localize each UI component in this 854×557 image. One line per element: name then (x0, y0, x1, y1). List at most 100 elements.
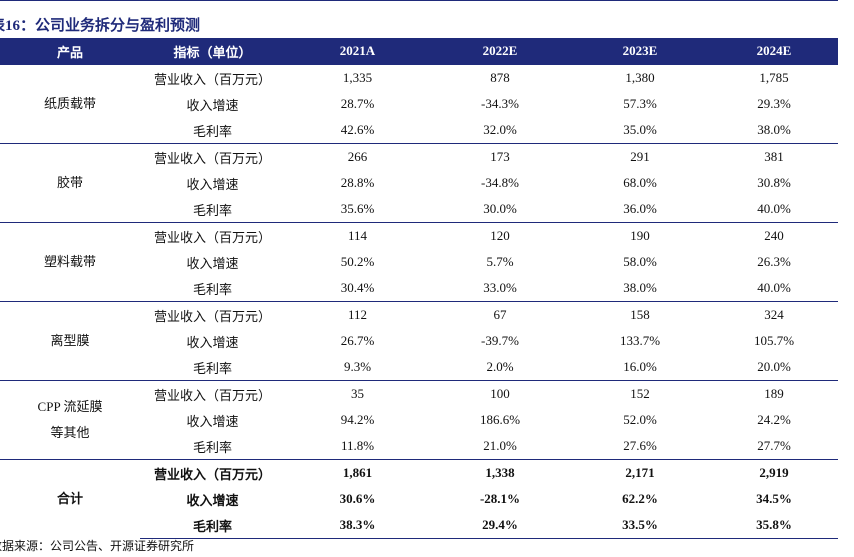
product-group: 离型膜 营业收入（百万元） 112 67 158 324 收入增速 26.7% -39.7% 13… (0, 301, 838, 381)
value-cell: 189 (710, 380, 838, 407)
value-cell: 38.3% (285, 512, 430, 539)
value-cell: 2,919 (710, 459, 838, 486)
value-cell: 33.0% (483, 280, 517, 295)
product-name: CPP 流延膜 (37, 399, 103, 414)
value-cell: 1,338 (430, 459, 570, 486)
value-cell: 68.0% (623, 175, 657, 190)
table-row: 毛利率 9.3% 2.0% 16.0% 20.0% (0, 354, 838, 381)
product-group: 纸质载带 营业收入（百万元） 1,335 878 1,380 1,785 收入增速 28.7%… (0, 64, 838, 144)
table-row: 收入增速 94.2% 186.6% 52.0% 24.2% (0, 407, 838, 433)
value-cell: 28.8% (340, 175, 375, 190)
table-row: 毛利率 11.8% 21.0% 27.6% 27.7% (0, 433, 838, 460)
value-cell: 878 (430, 64, 570, 91)
value-cell: 62.2% (622, 491, 658, 506)
metric-cell: 收入增速 (186, 413, 239, 429)
product-cell: 合计 (0, 459, 140, 539)
metric-cell: 收入增速 (186, 97, 239, 113)
table-row: CPP 流延膜 等其他 营业收入（百万元） 35 100 152 189 (0, 380, 838, 460)
value-cell: 291 (570, 143, 710, 170)
value-cell: 240 (710, 222, 838, 249)
table-title: 表16：公司业务拆分与盈利预测 (0, 18, 201, 34)
table-row: 收入增速 28.7% -34.3% 57.3% 29.3% (0, 91, 838, 117)
value-cell: 112 (285, 301, 430, 328)
value-cell: 27.7% (757, 438, 791, 453)
product-cell: 纸质载带 (0, 64, 140, 144)
product-name: 离型膜 (50, 333, 90, 348)
metric-cell: 收入增速 (186, 492, 239, 508)
metric-cell: 营业收入（百万元） (140, 64, 285, 91)
value-cell: 94.2% (340, 412, 375, 427)
value-cell: 5.7% (486, 254, 514, 269)
value-cell: 29.3% (757, 96, 791, 111)
metric-cell: 营业收入（百万元） (140, 380, 285, 407)
value-cell: 38.0% (757, 122, 791, 137)
metric-cell: 营业收入（百万元） (140, 222, 285, 249)
value-cell: 173 (430, 143, 570, 170)
value-cell: 1,785 (710, 64, 838, 91)
value-cell: 58.0% (623, 254, 657, 269)
column-header: 2022E (430, 38, 570, 65)
table-row: 纸质载带 营业收入（百万元） 1,335 878 1,380 1,785 (0, 64, 838, 144)
value-cell: 35.6% (340, 201, 375, 216)
metric-cell: 营业收入（百万元） (140, 301, 285, 328)
value-cell: 30.4% (340, 280, 375, 295)
product-group: 胶带 营业收入（百万元） 266 173 291 381 收入增速 28.8% -34.8% 68… (0, 143, 838, 223)
value-cell: 9.3% (343, 359, 372, 374)
metric-cell: 毛利率 (192, 202, 232, 218)
table-row: 胶带 营业收入（百万元） 266 173 291 381 (0, 143, 838, 223)
value-cell: 324 (710, 301, 838, 328)
value-cell: 21.0% (483, 438, 517, 453)
value-cell: 57.3% (623, 96, 657, 111)
value-cell: -39.7% (481, 333, 519, 348)
table-row: 离型膜 营业收入（百万元） 112 67 158 324 (0, 301, 838, 381)
metric-cell: 毛利率 (192, 360, 232, 376)
metric-cell: 收入增速 (186, 334, 239, 350)
value-cell: 11.8% (340, 438, 375, 453)
product-cell: 塑料载带 (0, 222, 140, 302)
table-row: 合计 营业收入（百万元） 1,861 1,338 2,171 2,919 (0, 459, 838, 539)
value-cell: 32.0% (483, 122, 517, 137)
metric-cell: 毛利率 (192, 439, 232, 455)
column-header: 2024E (710, 38, 838, 65)
metric-cell: 收入增速 (186, 176, 239, 192)
value-cell: 2,171 (570, 459, 710, 486)
table-row: 收入增速 26.7% -39.7% 133.7% 105.7% (0, 328, 838, 354)
value-cell: 2.0% (486, 359, 514, 374)
value-cell: 30.6% (339, 491, 376, 506)
product-name: 等其他 (50, 425, 90, 440)
table-row: 毛利率 35.6% 30.0% 36.0% 40.0% (0, 196, 838, 223)
metric-cell: 毛利率 (192, 123, 232, 139)
value-cell: 152 (570, 380, 710, 407)
value-cell: 35.8% (710, 512, 838, 539)
table-row: 毛利率 38.3% 29.4% 33.5% 35.8% (0, 512, 838, 539)
value-cell: 1,335 (285, 64, 430, 91)
value-cell: 190 (570, 222, 710, 249)
product-group: 塑料载带 营业收入（百万元） 114 120 190 240 收入增速 50.2% 5.7% 58… (0, 222, 838, 302)
value-cell: 30.0% (483, 201, 517, 216)
value-cell: 34.5% (756, 491, 792, 506)
column-header: 2023E (570, 38, 710, 65)
product-cell: 胶带 (0, 143, 140, 223)
value-cell: 38.0% (623, 280, 657, 295)
table-row: 收入增速 50.2% 5.7% 58.0% 26.3% (0, 249, 838, 275)
value-cell: 26.7% (340, 333, 375, 348)
value-cell: 266 (285, 143, 430, 170)
value-cell: 20.0% (757, 359, 791, 374)
product-cell: CPP 流延膜 等其他 (0, 380, 140, 460)
value-cell: -28.1% (479, 491, 521, 506)
value-cell: -34.8% (481, 175, 519, 190)
value-cell: 42.6% (340, 122, 375, 137)
value-cell: 1,380 (570, 64, 710, 91)
value-cell: 24.2% (757, 412, 791, 427)
table-row: 收入增速 30.6% -28.1% 62.2% 34.5% (0, 486, 838, 512)
metric-cell: 营业收入（百万元） (140, 459, 285, 486)
metric-cell: 收入增速 (186, 255, 239, 271)
value-cell: 381 (710, 143, 838, 170)
value-cell: 33.5% (570, 512, 710, 539)
value-cell: 28.7% (340, 96, 375, 111)
column-header: 产品 (0, 38, 140, 65)
value-cell: 1,861 (285, 459, 430, 486)
value-cell: 50.2% (340, 254, 375, 269)
table-row: 毛利率 30.4% 33.0% 38.0% 40.0% (0, 275, 838, 302)
